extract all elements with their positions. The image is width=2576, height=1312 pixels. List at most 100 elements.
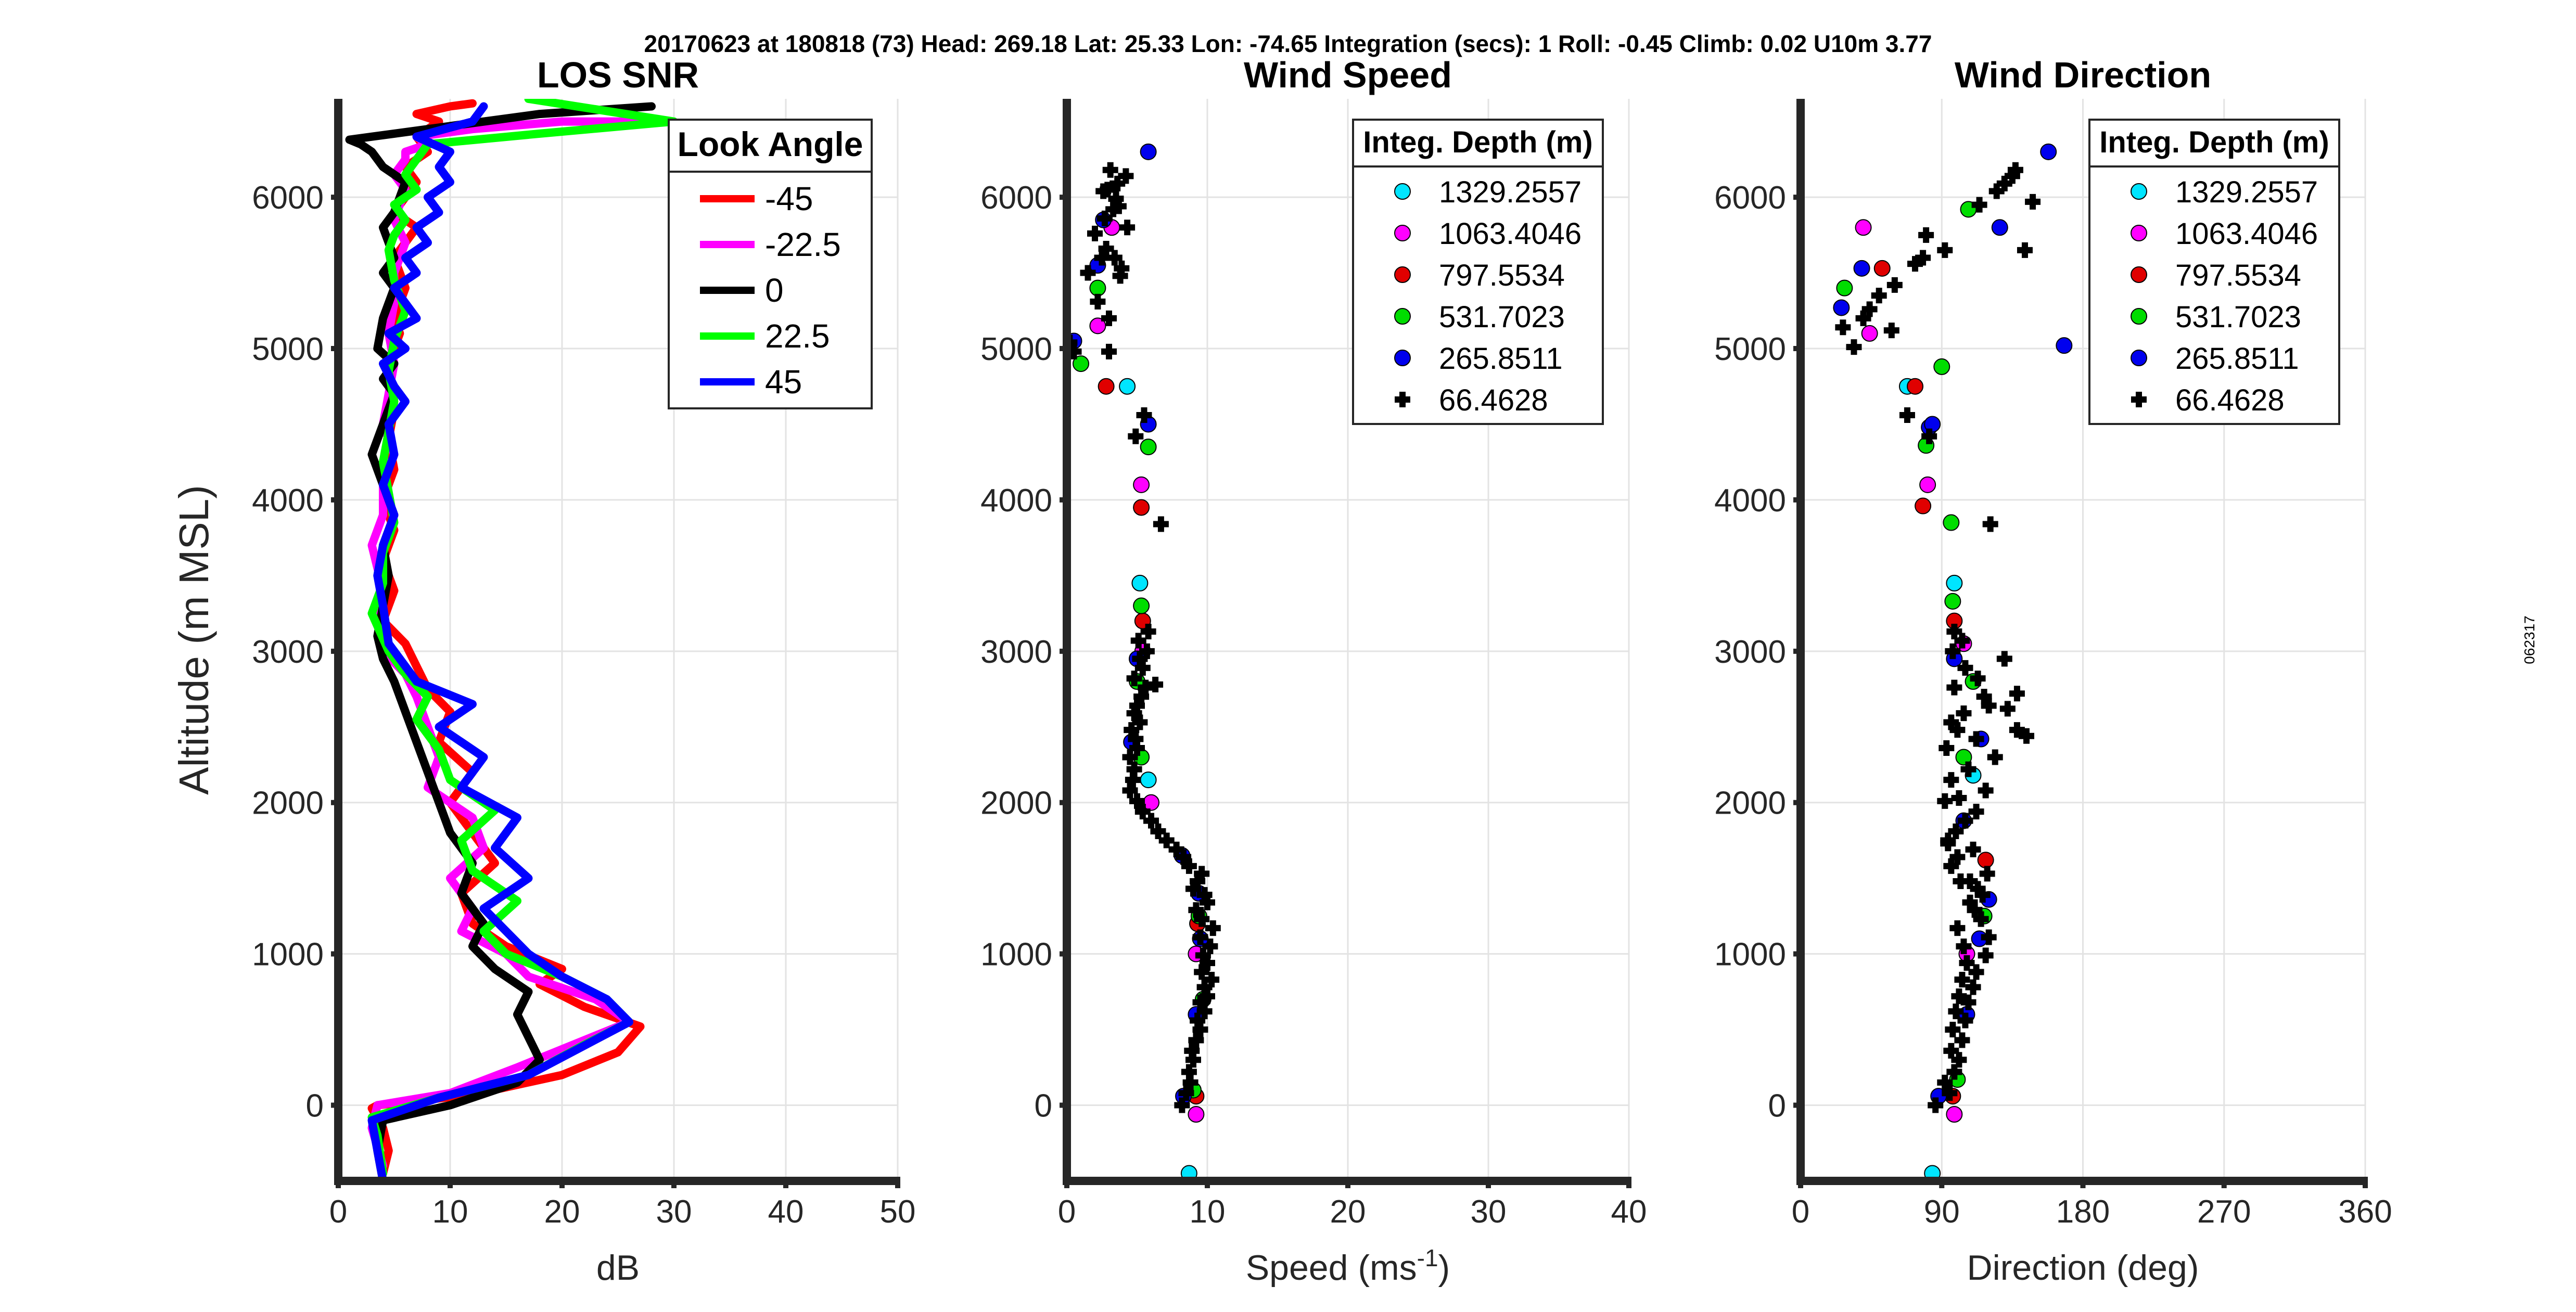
- series-66-4628-point: [1948, 824, 1964, 839]
- series-66-4628-point: [1192, 929, 1208, 945]
- series-66-4628-point: [1098, 241, 1114, 256]
- legend-1063-4046-swatch: [1394, 225, 1411, 241]
- series-1063-4046-point: [1946, 1106, 1963, 1123]
- legend-797-5534-swatch: [1394, 266, 1411, 283]
- x-axis-label-end: ): [1438, 1248, 1450, 1288]
- x-tick-label: 270: [2197, 1194, 2251, 1230]
- y-tick-label: 2000: [252, 786, 324, 821]
- series-531-7023-point: [1836, 279, 1853, 297]
- series-66-4628-point: [1946, 679, 1962, 696]
- wind-direction-axes: 0 90 180 270 360 0 1000 2000 3000 4000 5000 6000 Win…: [1714, 55, 2392, 1288]
- y-tick-label: 1000: [252, 937, 324, 973]
- series-66-4628-point: [1981, 929, 1997, 945]
- series-66-4628-point: [1999, 701, 2016, 717]
- series-66-4628-point: [1943, 714, 1959, 730]
- y-tick-label: 6000: [980, 180, 1052, 216]
- legend-45-label: -45: [765, 180, 813, 217]
- series-66-4628-point: [1178, 1085, 1194, 1101]
- legend-531-7023-label: 531.7023: [2175, 300, 2301, 334]
- series-66-4628-point: [1946, 624, 1962, 639]
- series-66-4628-point: [1196, 1004, 1213, 1020]
- series-66-4628-point: [1959, 955, 1975, 971]
- series-66-4628-point: [1943, 1043, 1959, 1059]
- y-tick-label: 0: [1768, 1088, 1786, 1124]
- series-797-5534-point: [1915, 497, 1932, 514]
- y-tick-label: 6000: [252, 180, 324, 216]
- series-66-4628-point: [1194, 866, 1210, 882]
- series-66-4628-point: [1943, 858, 1959, 874]
- series-531-7023-point: [1933, 358, 1950, 375]
- series-66-4628-point: [1130, 633, 1146, 649]
- series-66-4628-point: [1147, 676, 1164, 692]
- series-66-4628-point: [1971, 197, 1987, 213]
- series-797-5534-point: [1907, 378, 1924, 395]
- series-1063-4046-point: [1919, 476, 1936, 493]
- series-66-4628-point: [1949, 920, 1966, 936]
- series-66-4628-point: [1102, 162, 1118, 178]
- x-tick-label: 20: [1330, 1194, 1366, 1230]
- legend-1063-4046-label: 1063.4046: [1439, 217, 1582, 251]
- series-66-4628-point: [1954, 1032, 1970, 1048]
- series-66-4628-point: [1956, 938, 1972, 955]
- series-66-4628-point: [1945, 1022, 1961, 1038]
- legend-1063-4046-swatch: [2131, 225, 2147, 241]
- y-tick-label: 5000: [252, 331, 324, 367]
- legend-265-8511-swatch: [1394, 350, 1411, 366]
- data-layer: [1833, 143, 2073, 1181]
- series-66-4628-point: [1861, 301, 1878, 317]
- legend-22-5-label: 22.5: [765, 317, 830, 355]
- series-66-4628-point: [1855, 310, 1871, 326]
- series-265-8511-point: [1991, 219, 2008, 236]
- series-66-4628-point: [1982, 516, 1998, 532]
- legend-531-7023-swatch: [1394, 308, 1411, 325]
- series-66-4628-point: [1968, 964, 1984, 980]
- x-axis-label-main: Speed (ms: [1246, 1248, 1417, 1288]
- series-66-4628-point: [1194, 911, 1210, 927]
- y-tick-label: 5000: [1714, 331, 1786, 367]
- series-265-8511-point: [1140, 143, 1157, 160]
- x-tick-label: 10: [432, 1194, 468, 1230]
- series-66-4628-point: [1939, 740, 1955, 756]
- series-66-4628-point: [1202, 938, 1218, 955]
- legend-797-5534-swatch: [2131, 266, 2147, 283]
- series-531-7023-point: [1944, 593, 1961, 610]
- legend-0-label: 0: [765, 272, 784, 309]
- series-66-4628-point: [1978, 947, 1994, 963]
- series-66-4628-point: [1153, 516, 1169, 532]
- x-tick-label: 360: [2338, 1194, 2392, 1230]
- series-66-4628-point: [1949, 849, 1966, 865]
- y-tick-label: 2000: [980, 786, 1052, 821]
- legend: Integ. Depth (m) 1329.2557 1063.4046 797.55…: [1352, 119, 1604, 425]
- y-tick-label: 0: [1035, 1088, 1052, 1124]
- series-265-8511-point: [1924, 416, 1941, 433]
- series-66-4628-point: [1937, 242, 1953, 258]
- series-66-4628-point: [1921, 428, 1937, 444]
- data-layer: [345, 99, 678, 1181]
- legend-title: Integ. Depth (m): [1363, 125, 1592, 159]
- legend-title: Look Angle: [678, 125, 863, 163]
- series-531-7023-point: [1089, 279, 1106, 297]
- chart-title: Wind Speed: [1244, 55, 1452, 95]
- y-axis-label: Altitude (m MSL): [171, 485, 217, 795]
- series-66-4628-point: [1965, 841, 1981, 857]
- series-66-4628-point: [1128, 428, 1144, 444]
- legend-1329-2557-label: 1329.2557: [1439, 175, 1582, 209]
- y-tick-label: 0: [306, 1088, 324, 1124]
- series-1063-4046-point: [1089, 317, 1106, 335]
- series-66-4628-point: [1981, 698, 1997, 714]
- x-tick-label: 0: [1792, 1194, 1809, 1230]
- series-265-8511-point: [1833, 299, 1850, 316]
- x-tick-label: 90: [1924, 1194, 1960, 1230]
- series-66-4628-point: [1957, 813, 1973, 829]
- series-1329-2557-point: [1119, 378, 1136, 395]
- side-label: 062317: [2521, 615, 2537, 664]
- series-66-4628-point: [1174, 1097, 1190, 1113]
- x-tick-label: 180: [2056, 1194, 2110, 1230]
- y-tick-label: 1000: [1714, 937, 1786, 973]
- series-66-4628-point: [1204, 972, 1220, 988]
- legend-797-5534-label: 797.5534: [2175, 259, 2301, 292]
- legend-45-label: 45: [765, 363, 802, 401]
- x-tick-label: 10: [1190, 1194, 1226, 1230]
- legend-66-4628-swatch: [2131, 392, 2147, 407]
- series-66-4628-point: [1126, 671, 1142, 687]
